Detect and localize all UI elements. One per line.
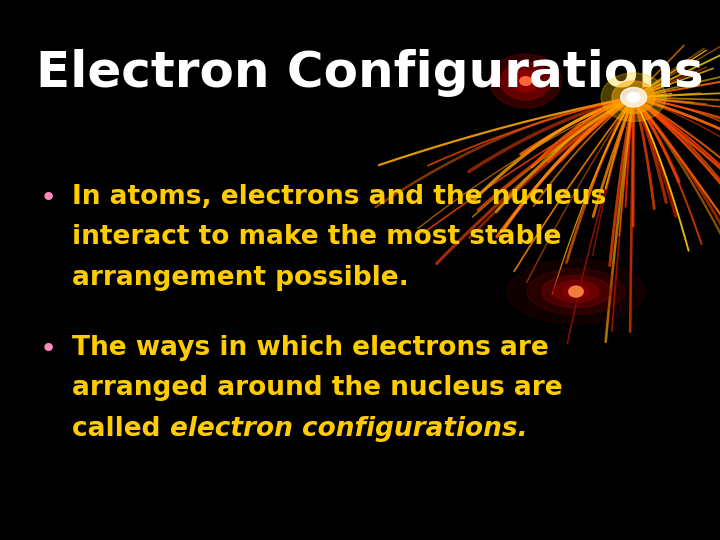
Circle shape (500, 62, 551, 100)
Circle shape (612, 81, 655, 113)
Text: In atoms, electrons and the nucleus: In atoms, electrons and the nucleus (72, 184, 606, 210)
Text: electron configurations.: electron configurations. (170, 416, 527, 442)
Ellipse shape (507, 259, 645, 324)
Text: called: called (72, 416, 170, 442)
Circle shape (601, 73, 666, 122)
Circle shape (511, 70, 540, 92)
Ellipse shape (541, 275, 611, 308)
Ellipse shape (553, 281, 599, 302)
Text: The ways in which electrons are: The ways in which electrons are (72, 335, 549, 361)
Circle shape (490, 54, 562, 108)
Text: •: • (40, 184, 57, 212)
Ellipse shape (527, 268, 625, 314)
Text: arranged around the nucleus are: arranged around the nucleus are (72, 375, 562, 401)
Text: interact to make the most stable: interact to make the most stable (72, 224, 562, 250)
Text: arrangement possible.: arrangement possible. (72, 265, 409, 291)
Circle shape (569, 286, 583, 297)
Circle shape (520, 77, 531, 85)
Text: Electron Configurations: Electron Configurations (36, 49, 703, 97)
Circle shape (621, 87, 647, 107)
Text: •: • (40, 335, 57, 363)
Ellipse shape (563, 286, 589, 298)
Circle shape (627, 92, 640, 102)
